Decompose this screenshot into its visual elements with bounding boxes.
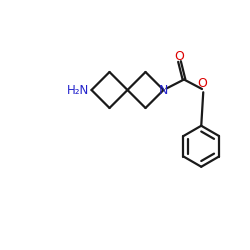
- Text: H₂N: H₂N: [67, 84, 90, 96]
- Text: O: O: [174, 50, 184, 62]
- Text: N: N: [159, 84, 168, 96]
- Text: O: O: [198, 77, 207, 90]
